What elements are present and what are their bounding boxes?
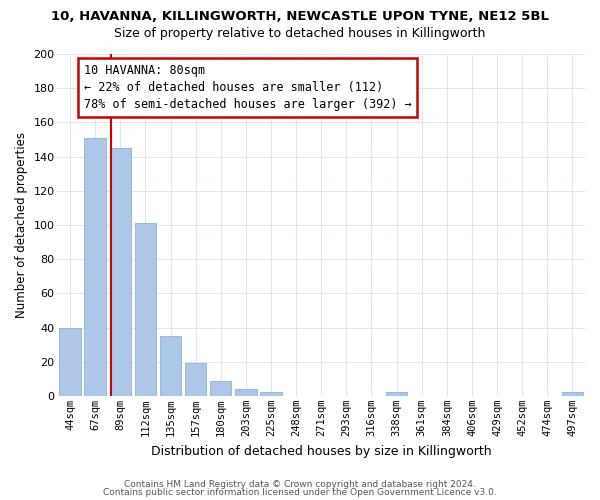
- Text: Contains public sector information licensed under the Open Government Licence v3: Contains public sector information licen…: [103, 488, 497, 497]
- Bar: [210, 380, 232, 396]
- Text: Contains HM Land Registry data © Crown copyright and database right 2024.: Contains HM Land Registry data © Crown c…: [124, 480, 476, 489]
- Text: Size of property relative to detached houses in Killingworth: Size of property relative to detached ho…: [115, 28, 485, 40]
- Bar: [160, 336, 181, 396]
- Bar: [386, 392, 407, 396]
- Text: 10 HAVANNA: 80sqm
← 22% of detached houses are smaller (112)
78% of semi-detache: 10 HAVANNA: 80sqm ← 22% of detached hous…: [84, 64, 412, 112]
- Bar: [85, 138, 106, 396]
- Bar: [59, 328, 80, 396]
- Text: 10, HAVANNA, KILLINGWORTH, NEWCASTLE UPON TYNE, NE12 5BL: 10, HAVANNA, KILLINGWORTH, NEWCASTLE UPO…: [51, 10, 549, 23]
- Bar: [562, 392, 583, 396]
- Bar: [135, 223, 156, 396]
- Bar: [110, 148, 131, 396]
- Bar: [185, 364, 206, 396]
- Bar: [260, 392, 281, 396]
- X-axis label: Distribution of detached houses by size in Killingworth: Distribution of detached houses by size …: [151, 444, 491, 458]
- Y-axis label: Number of detached properties: Number of detached properties: [15, 132, 28, 318]
- Bar: [235, 389, 257, 396]
